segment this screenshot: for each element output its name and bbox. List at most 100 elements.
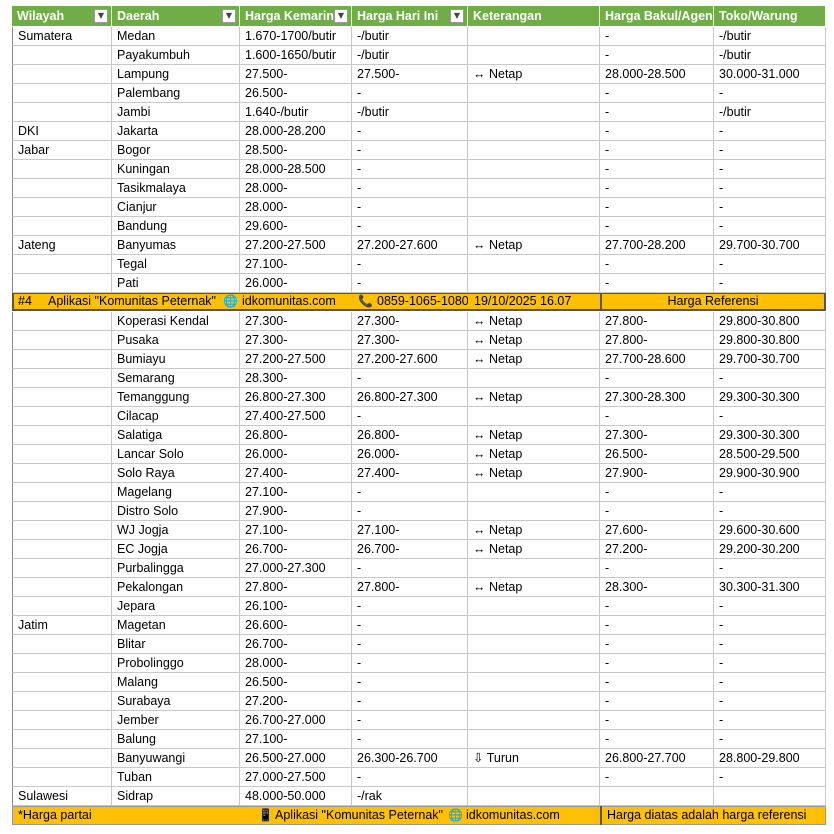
cell: 27.900-: [240, 502, 352, 521]
cell: [12, 635, 112, 654]
cell: 29.700-30.700: [714, 350, 826, 369]
cell: Blitar: [112, 635, 240, 654]
cell: 27.500-: [240, 65, 352, 84]
cell: [468, 179, 600, 198]
cell: 27.800-: [352, 578, 468, 597]
cell: -: [352, 407, 468, 426]
cell: -: [352, 673, 468, 692]
cell: [714, 787, 826, 806]
cell: Palembang: [112, 84, 240, 103]
cell: -: [600, 160, 714, 179]
cell: -: [714, 559, 826, 578]
cell: -: [714, 84, 826, 103]
cell: [12, 521, 112, 540]
cell: [12, 84, 112, 103]
cell: -: [352, 559, 468, 578]
cell: 26.700-: [240, 540, 352, 559]
cell: 27.100-: [240, 730, 352, 749]
cell: Lancar Solo: [112, 445, 240, 464]
cell: [468, 616, 600, 635]
cell: -: [714, 711, 826, 730]
footer-website: idkomunitas.com: [466, 808, 560, 822]
cell: Kuningan: [112, 160, 240, 179]
cell: -: [600, 407, 714, 426]
cell: -: [714, 369, 826, 388]
filter-button[interactable]: ▼: [334, 9, 348, 23]
phone-icon: 📞: [358, 294, 373, 308]
cell: [468, 654, 600, 673]
cell: EC Jogja: [112, 540, 240, 559]
cell: 27.800-: [240, 578, 352, 597]
cell: ↔ Netap: [468, 236, 600, 255]
cell: ↔ Netap: [468, 312, 600, 331]
cell: Purbalingga: [112, 559, 240, 578]
cell: -: [352, 616, 468, 635]
cell: [12, 388, 112, 407]
cell: [12, 502, 112, 521]
cell: [468, 673, 600, 692]
footer-app: Aplikasi "Komunitas Peternak": [275, 808, 443, 822]
filter-button[interactable]: ▼: [450, 9, 464, 23]
cell: Magelang: [112, 483, 240, 502]
cell: Probolinggo: [112, 654, 240, 673]
cell: -: [600, 616, 714, 635]
cell: -: [352, 502, 468, 521]
cell: DKI: [12, 122, 112, 141]
banner-reference: Harga Referensi: [667, 294, 759, 308]
cell: [12, 673, 112, 692]
cell: -: [714, 217, 826, 236]
column-header: Harga Hari Ini: [352, 6, 468, 27]
cell: [468, 122, 600, 141]
cell: -: [352, 255, 468, 274]
cell: 26.800-27.300: [352, 388, 468, 407]
cell: -: [600, 369, 714, 388]
cell: 27.700-28.200: [600, 236, 714, 255]
cell: [468, 711, 600, 730]
cell: 27.100-: [240, 521, 352, 540]
cell: [12, 730, 112, 749]
cell: -: [352, 274, 468, 293]
cell: -: [714, 654, 826, 673]
cell: [468, 787, 600, 806]
cell: [12, 179, 112, 198]
cell: -: [352, 654, 468, 673]
cell: -: [352, 84, 468, 103]
cell: Pusaka: [112, 331, 240, 350]
cell: [600, 787, 714, 806]
cell: -: [352, 369, 468, 388]
cell: -: [600, 179, 714, 198]
cell: [12, 768, 112, 787]
cell: -/butir: [352, 103, 468, 122]
filter-button[interactable]: ▼: [222, 9, 236, 23]
cell: [468, 46, 600, 65]
cell: -: [714, 198, 826, 217]
cell: [12, 160, 112, 179]
cell: Jember: [112, 711, 240, 730]
cell: -/butir: [714, 27, 826, 46]
cell: Balung: [112, 730, 240, 749]
cell: [12, 46, 112, 65]
cell: Bumiayu: [112, 350, 240, 369]
filter-button[interactable]: ▼: [94, 9, 108, 23]
cell: 26.800-: [352, 426, 468, 445]
cell: 27.300-: [240, 331, 352, 350]
cell: [12, 350, 112, 369]
cell: [468, 369, 600, 388]
cell: -: [600, 84, 714, 103]
cell: [12, 255, 112, 274]
cell: 27.200-27.600: [352, 350, 468, 369]
cell: [468, 274, 600, 293]
cell: Tuban: [112, 768, 240, 787]
cell: Sulawesi: [12, 787, 112, 806]
cell: 29.200-30.200: [714, 540, 826, 559]
cell: 26.500-: [240, 84, 352, 103]
cell: [12, 540, 112, 559]
cell: -: [714, 692, 826, 711]
cell: Banyumas: [112, 236, 240, 255]
cell: [468, 255, 600, 274]
cell: -: [714, 255, 826, 274]
cell: ↔ Netap: [468, 388, 600, 407]
cell: -: [600, 635, 714, 654]
cell: 26.000-: [240, 274, 352, 293]
cell: -: [352, 597, 468, 616]
